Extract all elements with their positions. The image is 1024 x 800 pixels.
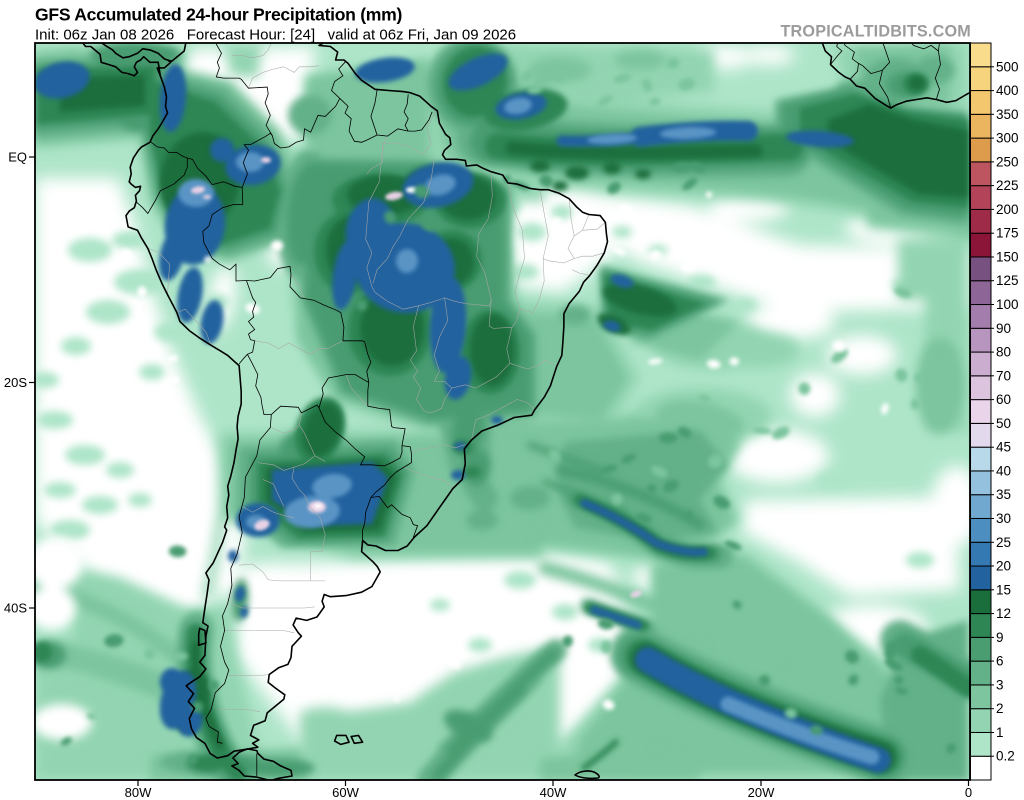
svg-text:125: 125 — [996, 273, 1019, 288]
svg-text:20: 20 — [996, 559, 1011, 574]
svg-text:225: 225 — [996, 178, 1019, 193]
svg-text:2: 2 — [996, 701, 1004, 716]
svg-text:80: 80 — [996, 345, 1011, 360]
svg-text:9: 9 — [996, 630, 1004, 645]
svg-text:30: 30 — [996, 511, 1011, 526]
svg-text:150: 150 — [996, 250, 1019, 265]
svg-text:50: 50 — [996, 416, 1011, 431]
svg-text:70: 70 — [996, 368, 1011, 383]
svg-text:0: 0 — [965, 785, 972, 800]
svg-text:Init: 06z Jan 08 2026 Foreca: Init: 06z Jan 08 2026 Forecast Hour: [24… — [35, 27, 516, 44]
svg-text:GFS Accumulated 24-hour Precip: GFS Accumulated 24-hour Precipitation (m… — [35, 5, 402, 25]
svg-text:20W: 20W — [748, 785, 775, 800]
svg-text:90: 90 — [996, 321, 1011, 336]
svg-text:40W: 40W — [540, 785, 567, 800]
svg-text:12: 12 — [996, 606, 1011, 621]
svg-text:0.2: 0.2 — [996, 749, 1015, 764]
svg-text:15: 15 — [996, 582, 1011, 597]
svg-text:6: 6 — [996, 654, 1004, 669]
svg-text:200: 200 — [996, 202, 1019, 217]
svg-text:400: 400 — [996, 83, 1019, 98]
svg-text:40: 40 — [996, 463, 1011, 478]
svg-text:250: 250 — [996, 154, 1019, 169]
svg-text:60W: 60W — [332, 785, 359, 800]
svg-text:350: 350 — [996, 107, 1019, 122]
svg-text:20S: 20S — [4, 375, 27, 390]
svg-text:100: 100 — [996, 297, 1019, 312]
svg-text:500: 500 — [996, 59, 1019, 74]
svg-text:80W: 80W — [125, 785, 152, 800]
svg-text:175: 175 — [996, 226, 1019, 241]
svg-text:35: 35 — [996, 487, 1011, 502]
svg-text:3: 3 — [996, 677, 1004, 692]
svg-text:45: 45 — [996, 440, 1011, 455]
svg-text:1: 1 — [996, 725, 1004, 740]
svg-text:300: 300 — [996, 131, 1019, 146]
svg-text:25: 25 — [996, 535, 1011, 550]
svg-text:EQ: EQ — [8, 150, 27, 165]
svg-text:40S: 40S — [4, 601, 27, 616]
svg-text:TROPICALTIDBITS.COM: TROPICALTIDBITS.COM — [780, 23, 971, 41]
svg-text:60: 60 — [996, 392, 1011, 407]
